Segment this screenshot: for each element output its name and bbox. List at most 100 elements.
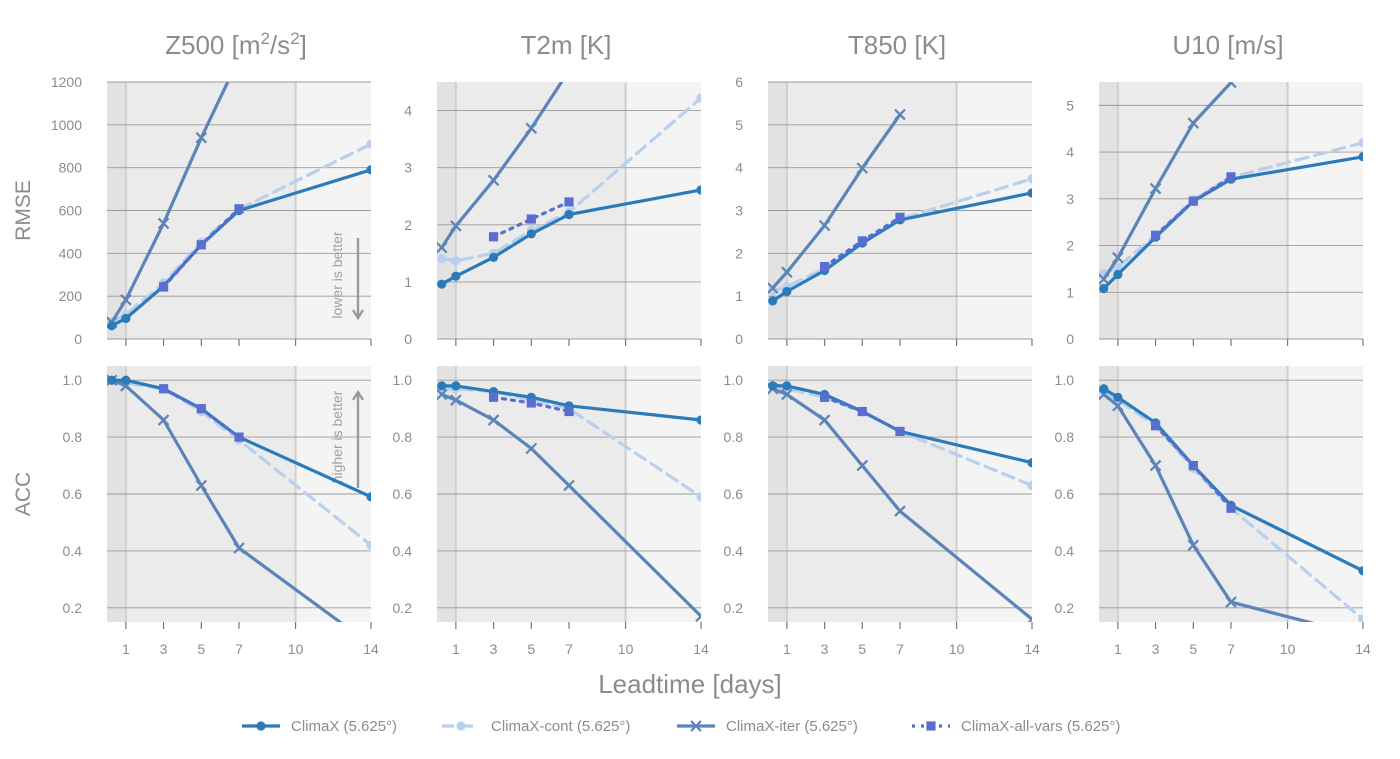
data-point-3	[856, 459, 869, 472]
series-climax-iter	[437, 388, 701, 622]
data-point-0	[107, 321, 117, 331]
data-point-3	[1187, 539, 1200, 551]
data-point-2	[234, 432, 244, 442]
data-point-stroke	[1026, 613, 1032, 621]
data-point-stroke	[525, 442, 538, 455]
data-point-0	[768, 296, 778, 306]
data-point-stroke	[781, 266, 793, 278]
data-point-4	[564, 66, 574, 76]
series-group	[768, 108, 1032, 306]
x-tick-label: 1	[452, 641, 460, 657]
annotation: higher is better	[329, 389, 365, 488]
data-point-0	[488, 232, 499, 242]
y-tick-label: 1.0	[1055, 372, 1075, 388]
data-point-stroke	[1358, 631, 1368, 641]
data-point-stroke	[437, 388, 448, 401]
series-climax-all-vars	[819, 212, 905, 272]
data-point-stroke	[1149, 182, 1162, 195]
data-point-1	[857, 236, 867, 246]
data-point-0	[1099, 273, 1110, 285]
y-tick-label: 0	[735, 331, 743, 347]
data-point-stroke	[695, 614, 701, 622]
y-tick-label: 0.8	[63, 429, 83, 445]
panel-0-3: 0 1 2 3 4 5 U10 [m/s]	[1066, 30, 1364, 347]
x-tick-label: 14	[693, 641, 709, 657]
data-point-stroke	[818, 414, 831, 426]
y-tick-label: 0.2	[393, 600, 413, 616]
data-point-stroke	[1358, 631, 1368, 641]
y-tick-label: 1000	[51, 117, 82, 133]
title-superscript: 2	[290, 29, 299, 48]
data-point-4	[1225, 82, 1237, 89]
y-tick-label: 4	[735, 160, 743, 176]
annotation-arrow-head	[351, 309, 365, 321]
data-point-3	[525, 122, 538, 135]
series-climax	[437, 185, 701, 289]
data-point-stroke	[233, 542, 245, 554]
legend-label: ClimaX (5.625°)	[291, 718, 397, 735]
y-tick-label: 600	[59, 203, 83, 219]
data-point-1	[450, 394, 462, 406]
data-point-stroke	[695, 610, 701, 618]
legend-item-3: ClimaX-all-vars (5.625°)	[912, 718, 1120, 735]
annotation-text: higher is better	[329, 390, 345, 483]
data-point-4	[894, 108, 906, 121]
x-tick-label: 5	[527, 641, 535, 657]
x-tick-label: 14	[1024, 641, 1040, 657]
data-point-2	[564, 406, 574, 417]
y-tick-label: 1	[1066, 284, 1074, 300]
x-tick-label: 1	[783, 641, 791, 657]
y-tick-label: 200	[59, 288, 83, 304]
annotation-text: lower is better	[329, 231, 345, 318]
data-point-2	[487, 174, 500, 187]
data-point-3	[1187, 117, 1200, 129]
legend-label: ClimaX-iter (5.625°)	[726, 718, 858, 735]
y-tick-label: 1.0	[724, 372, 744, 388]
data-point-stroke	[525, 122, 538, 135]
series-group	[1099, 82, 1363, 294]
data-point-2	[690, 720, 702, 732]
legend: ClimaX (5.625°) ClimaX-cont (5.625°) Clima…	[242, 718, 1120, 735]
data-point-0	[488, 392, 499, 402]
panel-1-2: 0.2 0.4 0.6 0.8 1.0 1 3 5 7 10 14	[724, 366, 1040, 657]
data-point-1	[451, 256, 461, 266]
leadtime-band-2	[625, 82, 701, 339]
x-tick-label: 7	[896, 641, 904, 657]
y-tick-label: 2	[1066, 238, 1074, 254]
data-point-stroke	[894, 505, 906, 517]
data-point-1	[1188, 196, 1198, 206]
data-point-stroke	[856, 162, 869, 174]
data-point-stroke	[1112, 400, 1124, 412]
y-tick-label: 0.6	[724, 486, 744, 502]
data-point-5	[696, 492, 701, 502]
series-climax-all-vars	[488, 197, 574, 242]
y-tick-label: 0.2	[724, 600, 744, 616]
data-point-4	[1225, 596, 1237, 608]
data-point-2	[818, 219, 831, 232]
data-point-1	[782, 381, 792, 391]
title-part: /s	[270, 30, 290, 60]
y-tick-label: 0.6	[63, 486, 83, 502]
data-point-0	[1099, 384, 1109, 394]
x-tick-label: 10	[1280, 641, 1296, 657]
data-point-5	[366, 165, 371, 175]
panel-title: T2m [K]	[520, 30, 611, 60]
series-climax-all-vars	[488, 392, 574, 417]
data-point-4	[233, 542, 245, 554]
data-point-stroke	[1187, 117, 1200, 129]
data-point-3	[195, 479, 208, 492]
x-tick-label: 10	[618, 641, 634, 657]
data-point-stroke	[1225, 82, 1234, 89]
data-point-stroke	[563, 479, 575, 492]
legend-label: ClimaX-all-vars (5.625°)	[961, 718, 1120, 735]
data-point-stroke	[564, 66, 574, 76]
leadtime-band-2	[1287, 82, 1363, 339]
series-group	[107, 374, 371, 622]
x-axis-label: Leadtime [days]	[598, 669, 782, 699]
y-tick-label: 2	[735, 245, 743, 261]
leadtime-band-1	[455, 82, 626, 339]
data-point-stroke	[1187, 539, 1200, 551]
x-tick-label: 7	[1227, 641, 1235, 657]
legend-label: ClimaX-cont (5.625°)	[491, 718, 630, 735]
